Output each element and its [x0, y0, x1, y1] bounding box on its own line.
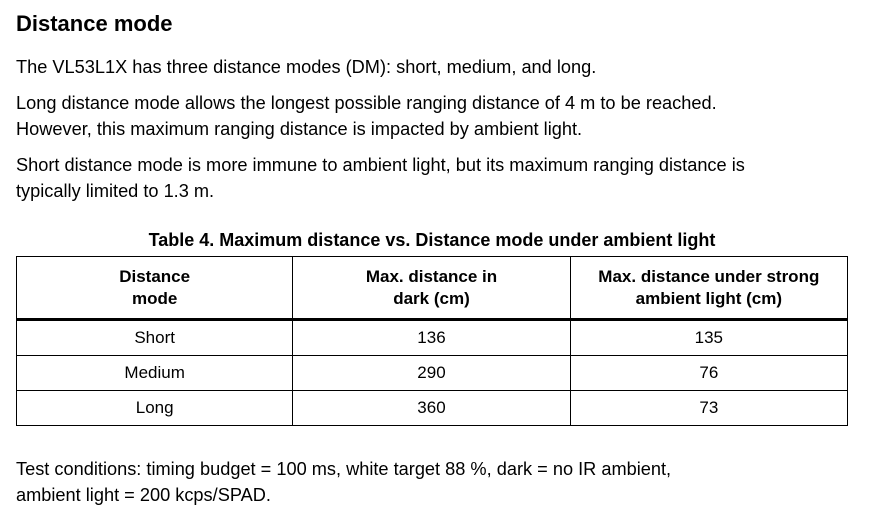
- cell-dark: 290: [292, 355, 571, 391]
- header-text: Max. distance in: [365, 266, 498, 286]
- header-text: mode: [131, 288, 178, 308]
- short-mode-paragraph-line-2: typically limited to 1.3 m.: [16, 181, 215, 201]
- cell-mode: Short: [15, 319, 294, 356]
- header-text: Distance: [119, 266, 191, 286]
- cell-dark: 360: [292, 390, 571, 426]
- distance-mode-table: Distance mode Max. distance in dark (cm)…: [15, 256, 849, 426]
- cell-ambient: 135: [569, 319, 849, 356]
- table-caption: Table 4. Maximum distance vs. Distance m…: [148, 230, 716, 250]
- table-row: Medium 290 76: [15, 355, 849, 391]
- test-conditions-line-1: Test conditions: timing budget = 100 ms,…: [16, 459, 672, 479]
- section-heading: Distance mode: [16, 11, 173, 36]
- long-mode-paragraph-line-2: However, this maximum ranging distance i…: [16, 119, 583, 139]
- header-max-distance-ambient: Max. distance under strong ambient light…: [569, 256, 849, 321]
- cell-mode: Long: [15, 390, 294, 426]
- long-mode-paragraph-line-1: Long distance mode allows the longest po…: [16, 93, 717, 113]
- header-text: dark (cm): [393, 288, 470, 308]
- cell-ambient: 73: [569, 390, 849, 426]
- cell-dark: 136: [292, 319, 571, 356]
- cell-ambient: 76: [569, 355, 849, 391]
- test-conditions-line-2: ambient light = 200 kcps/SPAD.: [16, 485, 271, 505]
- intro-paragraph: The VL53L1X has three distance modes (DM…: [16, 57, 597, 77]
- short-mode-paragraph-line-1: Short distance mode is more immune to am…: [16, 155, 745, 175]
- cell-mode: Medium: [15, 355, 294, 391]
- table-row: Long 360 73: [15, 390, 849, 426]
- header-distance-mode: Distance mode: [15, 256, 294, 321]
- header-text: Max. distance under strong: [598, 266, 820, 286]
- table-row: Short 136 135: [15, 319, 849, 356]
- header-max-distance-dark: Max. distance in dark (cm): [292, 256, 571, 321]
- header-text: ambient light (cm): [635, 288, 783, 308]
- table-header-row: Distance mode Max. distance in dark (cm)…: [15, 256, 849, 321]
